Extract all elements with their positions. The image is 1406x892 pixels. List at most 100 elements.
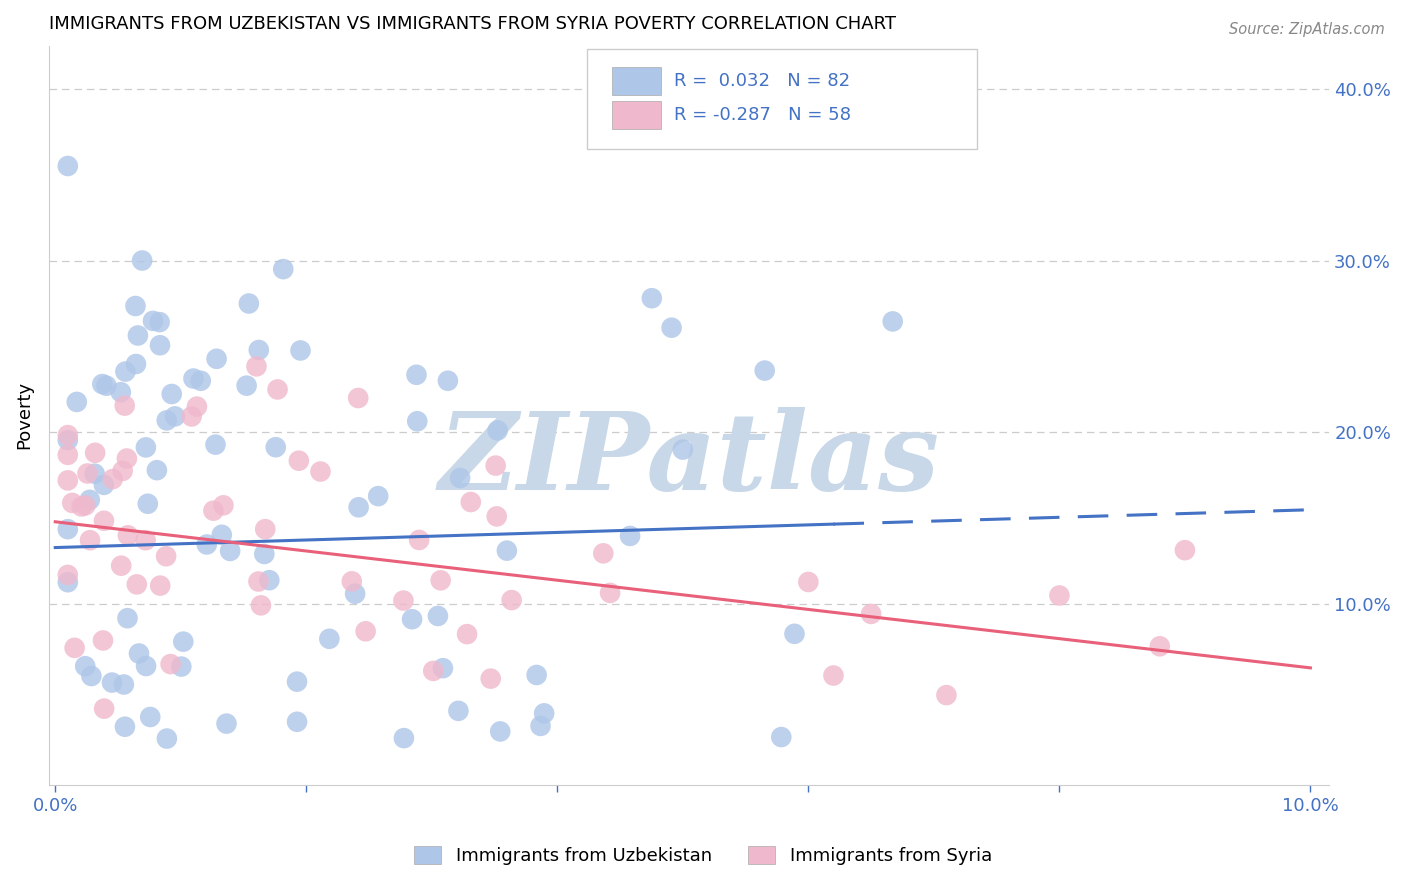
Point bbox=[128, 647, 150, 661]
Point bbox=[309, 465, 332, 479]
Y-axis label: Poverty: Poverty bbox=[15, 381, 32, 450]
Text: IMMIGRANTS FROM UZBEKISTAN VS IMMIGRANTS FROM SYRIA POVERTY CORRELATION CHART: IMMIGRANTS FROM UZBEKISTAN VS IMMIGRANTS… bbox=[49, 15, 896, 33]
FancyBboxPatch shape bbox=[586, 49, 977, 149]
Point bbox=[56, 448, 79, 462]
Point bbox=[172, 634, 194, 648]
Point bbox=[496, 543, 519, 558]
Point bbox=[408, 533, 430, 547]
Point bbox=[783, 627, 806, 641]
Point bbox=[131, 253, 153, 268]
FancyBboxPatch shape bbox=[612, 67, 661, 95]
Point bbox=[340, 574, 363, 589]
Point bbox=[117, 611, 139, 625]
Point bbox=[485, 458, 508, 473]
Point bbox=[354, 624, 377, 639]
Point bbox=[211, 528, 233, 542]
Point bbox=[641, 291, 664, 305]
Point bbox=[426, 609, 449, 624]
Text: Source: ZipAtlas.com: Source: ZipAtlas.com bbox=[1229, 22, 1385, 37]
Point bbox=[599, 586, 621, 600]
Point bbox=[142, 314, 165, 328]
Point bbox=[318, 632, 340, 646]
Point bbox=[254, 522, 277, 536]
Point bbox=[1149, 640, 1171, 654]
Point bbox=[486, 424, 509, 438]
Point bbox=[190, 374, 212, 388]
Point bbox=[83, 467, 105, 481]
Point bbox=[288, 453, 311, 467]
Point bbox=[117, 528, 139, 542]
Point bbox=[170, 659, 193, 673]
Point bbox=[347, 391, 370, 405]
Text: ZIPatlas: ZIPatlas bbox=[439, 407, 939, 513]
Point bbox=[501, 593, 523, 607]
Point bbox=[156, 731, 179, 746]
Point bbox=[56, 474, 79, 488]
Point bbox=[347, 500, 370, 515]
Point bbox=[56, 428, 79, 442]
Point bbox=[146, 463, 169, 477]
Point bbox=[93, 478, 115, 492]
Point bbox=[405, 368, 427, 382]
Point bbox=[93, 514, 115, 528]
Point bbox=[533, 706, 555, 721]
Point bbox=[125, 357, 148, 371]
Point bbox=[367, 489, 389, 503]
Point bbox=[661, 320, 683, 334]
Point bbox=[401, 612, 423, 626]
Point bbox=[935, 688, 957, 702]
Point bbox=[215, 716, 238, 731]
Point bbox=[112, 677, 135, 691]
Point bbox=[76, 467, 98, 481]
Point bbox=[101, 472, 124, 486]
Point bbox=[247, 574, 270, 589]
Point bbox=[489, 724, 512, 739]
Point bbox=[219, 544, 242, 558]
Point bbox=[619, 529, 641, 543]
Point bbox=[392, 731, 415, 745]
Point bbox=[135, 659, 157, 673]
Point bbox=[135, 533, 157, 548]
Point bbox=[485, 509, 508, 524]
Point bbox=[149, 338, 172, 352]
Point bbox=[139, 710, 162, 724]
Point bbox=[422, 664, 444, 678]
Point bbox=[437, 374, 460, 388]
Point bbox=[75, 499, 97, 513]
Point bbox=[195, 537, 218, 551]
Point bbox=[797, 574, 820, 589]
Point bbox=[245, 359, 267, 374]
Point bbox=[432, 661, 454, 675]
Point bbox=[91, 377, 114, 392]
Point bbox=[60, 496, 83, 510]
Point bbox=[79, 533, 101, 548]
Point bbox=[183, 371, 205, 385]
Point bbox=[156, 413, 179, 427]
Text: R =  0.032   N = 82: R = 0.032 N = 82 bbox=[673, 72, 849, 90]
Point bbox=[479, 672, 502, 686]
Point bbox=[271, 262, 294, 277]
Text: R = -0.287   N = 58: R = -0.287 N = 58 bbox=[673, 106, 851, 124]
Point bbox=[526, 668, 548, 682]
Point bbox=[56, 568, 79, 582]
Point bbox=[212, 499, 235, 513]
Point bbox=[115, 451, 138, 466]
Point bbox=[155, 549, 177, 564]
Point bbox=[70, 500, 93, 514]
Point bbox=[101, 675, 124, 690]
Point bbox=[392, 593, 415, 607]
Legend: Immigrants from Uzbekistan, Immigrants from Syria: Immigrants from Uzbekistan, Immigrants f… bbox=[405, 837, 1001, 874]
Point bbox=[159, 657, 181, 671]
Point bbox=[754, 363, 776, 377]
Point bbox=[56, 433, 79, 447]
Point bbox=[149, 315, 172, 329]
Point bbox=[93, 701, 115, 715]
Point bbox=[186, 400, 208, 414]
Point bbox=[672, 442, 695, 457]
Point bbox=[111, 464, 134, 478]
Point bbox=[770, 730, 793, 744]
Point bbox=[125, 577, 148, 591]
Point bbox=[447, 704, 470, 718]
Point bbox=[56, 522, 79, 536]
Point bbox=[110, 385, 132, 400]
